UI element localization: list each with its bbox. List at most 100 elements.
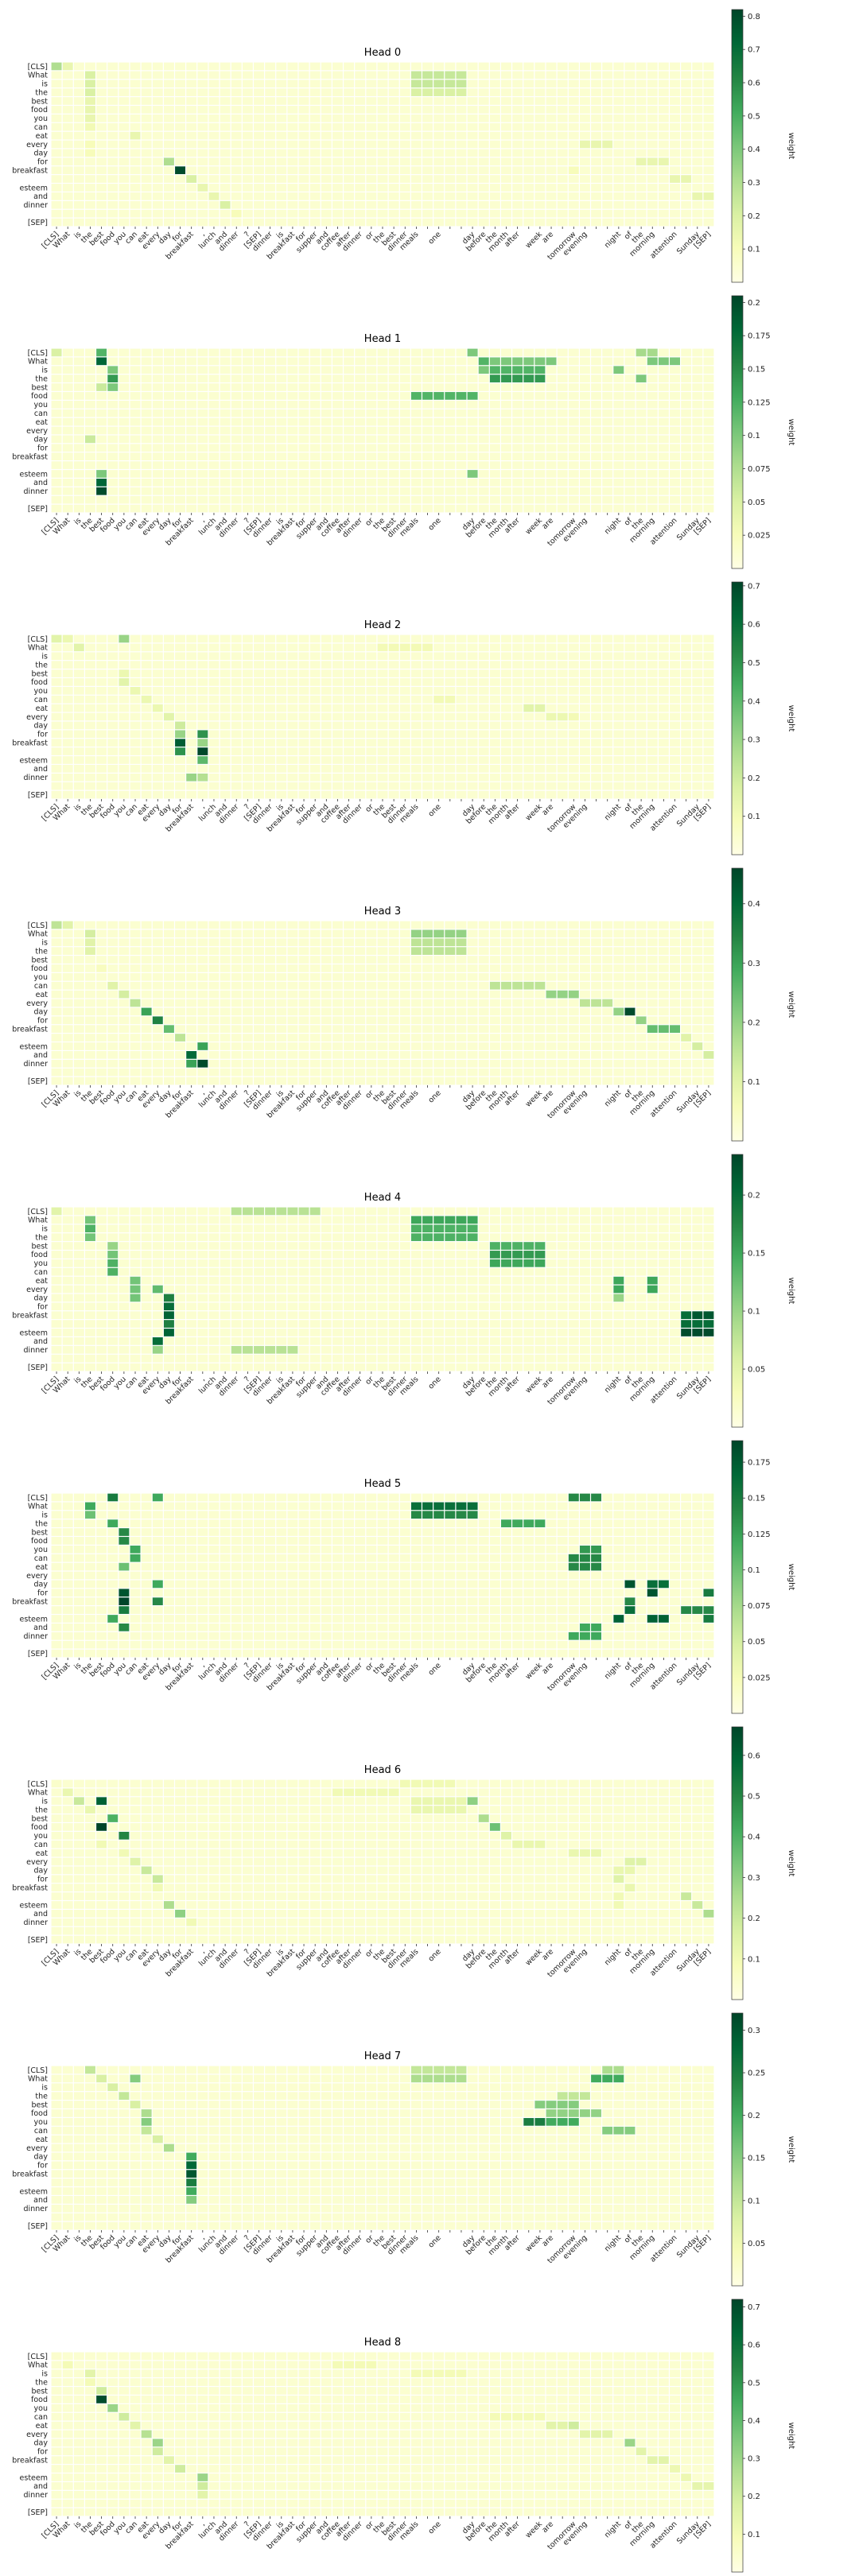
heatmap-cell	[276, 947, 287, 955]
heatmap-cell	[658, 981, 669, 990]
heatmap-cell	[276, 426, 287, 435]
heatmap-cell	[422, 461, 433, 469]
heatmap-cell	[410, 504, 422, 513]
heatmap-cell	[703, 348, 714, 357]
heatmap-cell	[242, 652, 253, 661]
heatmap-cell	[399, 669, 410, 677]
heatmap-cell	[276, 131, 287, 140]
heatmap-cell	[399, 461, 410, 469]
heatmap-cell	[557, 938, 568, 947]
heatmap-cell	[355, 470, 366, 478]
heatmap-cell	[636, 114, 647, 122]
heatmap-cell	[534, 417, 546, 426]
heatmap-cell	[231, 790, 242, 799]
heatmap-cell	[186, 192, 197, 200]
heatmap-cell	[399, 1051, 410, 1059]
heatmap-cell	[703, 634, 714, 643]
heatmap-cell	[445, 383, 456, 391]
heatmap-cell	[658, 88, 669, 96]
heatmap-cell	[388, 956, 399, 964]
heatmap-cell	[478, 487, 489, 495]
heatmap-cell	[152, 756, 163, 764]
y-tick-label: the	[35, 88, 48, 97]
heatmap-cell	[456, 938, 467, 947]
heatmap-cell	[96, 157, 107, 166]
heatmap-cell	[321, 131, 332, 140]
heatmap-cell	[276, 444, 287, 452]
heatmap-cell	[512, 470, 523, 478]
heatmap-cell	[388, 712, 399, 721]
heatmap-cell	[579, 504, 590, 513]
heatmap-cell	[309, 1025, 321, 1034]
heatmap-cell	[152, 357, 163, 366]
heatmap-cell	[208, 938, 220, 947]
heatmap-cell	[276, 504, 287, 513]
y-tick-label: best	[31, 669, 48, 678]
heatmap-cell	[62, 374, 73, 382]
heatmap-cell	[51, 479, 62, 487]
heatmap-cell	[208, 643, 220, 652]
heatmap-cell	[692, 782, 703, 790]
heatmap-cell	[591, 218, 602, 227]
heatmap-cell	[568, 461, 579, 469]
heatmap-cell	[692, 661, 703, 669]
heatmap-cell	[208, 175, 220, 183]
heatmap-cell	[152, 634, 163, 643]
heatmap-cell	[96, 470, 107, 478]
heatmap-cell	[366, 1051, 377, 1059]
heatmap-cell	[73, 990, 84, 999]
heatmap-cell	[501, 88, 511, 96]
heatmap-cell	[163, 773, 174, 782]
heatmap-cell	[276, 71, 287, 80]
heatmap-cell	[422, 1042, 433, 1050]
heatmap-cell	[512, 417, 523, 426]
heatmap-cell	[681, 686, 692, 695]
heatmap-cell	[624, 417, 636, 426]
heatmap-cell	[355, 972, 366, 981]
heatmap-cell	[568, 71, 579, 80]
heatmap-cell	[681, 964, 692, 972]
heatmap-cell	[670, 652, 680, 661]
heatmap-cell	[265, 444, 276, 452]
heatmap-cell	[119, 990, 130, 999]
heatmap-cell	[51, 409, 62, 417]
heatmap-cell	[692, 71, 703, 80]
heatmap-cell	[321, 175, 332, 183]
heatmap-cell	[602, 88, 613, 96]
heatmap-cell	[534, 643, 546, 652]
heatmap-cell	[175, 409, 186, 417]
heatmap-cell	[287, 652, 298, 661]
heatmap-cell	[546, 192, 557, 200]
heatmap-cell	[658, 366, 669, 374]
heatmap-cell	[175, 149, 186, 157]
heatmap-cell	[568, 106, 579, 114]
heatmap-cell	[163, 956, 174, 964]
heatmap-cell	[355, 392, 366, 400]
heatmap-cell	[85, 964, 95, 972]
heatmap-cell	[321, 504, 332, 513]
heatmap-cell	[85, 62, 95, 71]
heatmap-cell	[512, 669, 523, 677]
heatmap-cell	[501, 765, 511, 773]
heatmap-cell	[366, 149, 377, 157]
heatmap-cell	[613, 71, 624, 80]
colorbar-tick-label: 0.5	[748, 112, 760, 121]
heatmap-cell	[681, 122, 692, 131]
heatmap-cell	[107, 400, 119, 409]
heatmap-cell	[344, 739, 355, 747]
heatmap-cell	[141, 444, 152, 452]
heatmap-cell	[242, 956, 253, 964]
heatmap-cell	[366, 62, 377, 71]
heatmap-cell	[254, 972, 264, 981]
heatmap-cell	[96, 80, 107, 88]
heatmap-cell	[489, 218, 500, 227]
heatmap-cell	[523, 634, 534, 643]
heatmap-cell	[130, 1042, 141, 1050]
heatmap-cell	[658, 62, 669, 71]
heatmap-cell	[265, 947, 276, 955]
heatmap-cell	[321, 435, 332, 444]
heatmap-cell	[321, 374, 332, 382]
heatmap-cell	[119, 157, 130, 166]
heatmap-cell	[197, 80, 208, 88]
heatmap-cell	[141, 149, 152, 157]
